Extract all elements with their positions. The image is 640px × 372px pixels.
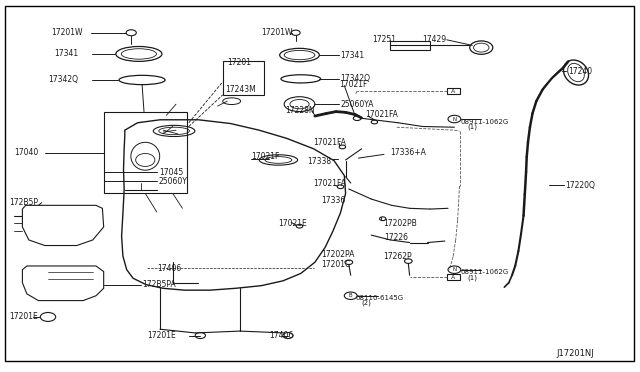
Text: 17429: 17429: [422, 35, 447, 44]
Text: 08911-1062G: 08911-1062G: [461, 269, 509, 275]
Text: 17201E: 17201E: [10, 312, 38, 321]
Text: 17202PB: 17202PB: [383, 219, 417, 228]
Text: 17021E: 17021E: [278, 219, 307, 228]
Text: (1): (1): [467, 275, 477, 281]
Text: 17406: 17406: [157, 264, 181, 273]
Text: 17220Q: 17220Q: [565, 181, 595, 190]
Text: 17201C: 17201C: [321, 260, 351, 269]
Text: 17243M: 17243M: [225, 85, 256, 94]
Bar: [447, 88, 460, 94]
Bar: [223, 61, 264, 95]
Text: 17201W: 17201W: [51, 28, 83, 37]
Text: 17021FA: 17021FA: [314, 138, 346, 147]
Text: 08110-6145G: 08110-6145G: [355, 295, 403, 301]
Text: 17341: 17341: [340, 51, 365, 60]
Text: 17341: 17341: [54, 49, 79, 58]
Text: 17342Q: 17342Q: [340, 74, 371, 83]
Text: 17201: 17201: [227, 58, 251, 67]
Text: 17240: 17240: [568, 67, 593, 76]
Text: 17251: 17251: [372, 35, 396, 44]
Text: A: A: [451, 89, 455, 94]
Text: 17021FA: 17021FA: [365, 110, 397, 119]
Text: 17021FA: 17021FA: [314, 179, 346, 187]
Text: (1): (1): [467, 124, 477, 131]
Bar: [104, 112, 187, 193]
Text: A: A: [451, 275, 455, 280]
Bar: [390, 41, 430, 50]
Text: 17045: 17045: [159, 168, 183, 177]
Text: 17336: 17336: [321, 196, 346, 205]
Text: 17262P: 17262P: [383, 252, 412, 261]
Text: 17342Q: 17342Q: [48, 76, 78, 84]
Text: 17406: 17406: [269, 331, 293, 340]
Text: J17201NJ: J17201NJ: [557, 349, 595, 358]
Text: 17201W: 17201W: [261, 28, 292, 37]
Text: N: N: [452, 116, 456, 122]
Text: 17021F: 17021F: [339, 80, 367, 89]
Text: 25060YA: 25060YA: [340, 100, 374, 109]
Text: 17226: 17226: [384, 233, 408, 242]
Text: B: B: [349, 293, 353, 298]
Text: N: N: [452, 267, 456, 272]
Text: 172B5PA: 172B5PA: [142, 280, 176, 289]
Text: 17201E: 17201E: [147, 331, 176, 340]
Text: 17202PA: 17202PA: [321, 250, 355, 259]
Text: 08911-1062G: 08911-1062G: [461, 119, 509, 125]
Text: 17040: 17040: [14, 148, 38, 157]
Bar: [447, 274, 460, 280]
Text: 17228N: 17228N: [285, 106, 314, 115]
Text: 17021F: 17021F: [251, 152, 279, 161]
Text: 17336+A: 17336+A: [390, 148, 426, 157]
Text: (2): (2): [362, 300, 371, 307]
Text: 17338: 17338: [307, 157, 332, 166]
Text: 172B5P: 172B5P: [10, 198, 38, 207]
Text: 25060Y: 25060Y: [159, 177, 188, 186]
